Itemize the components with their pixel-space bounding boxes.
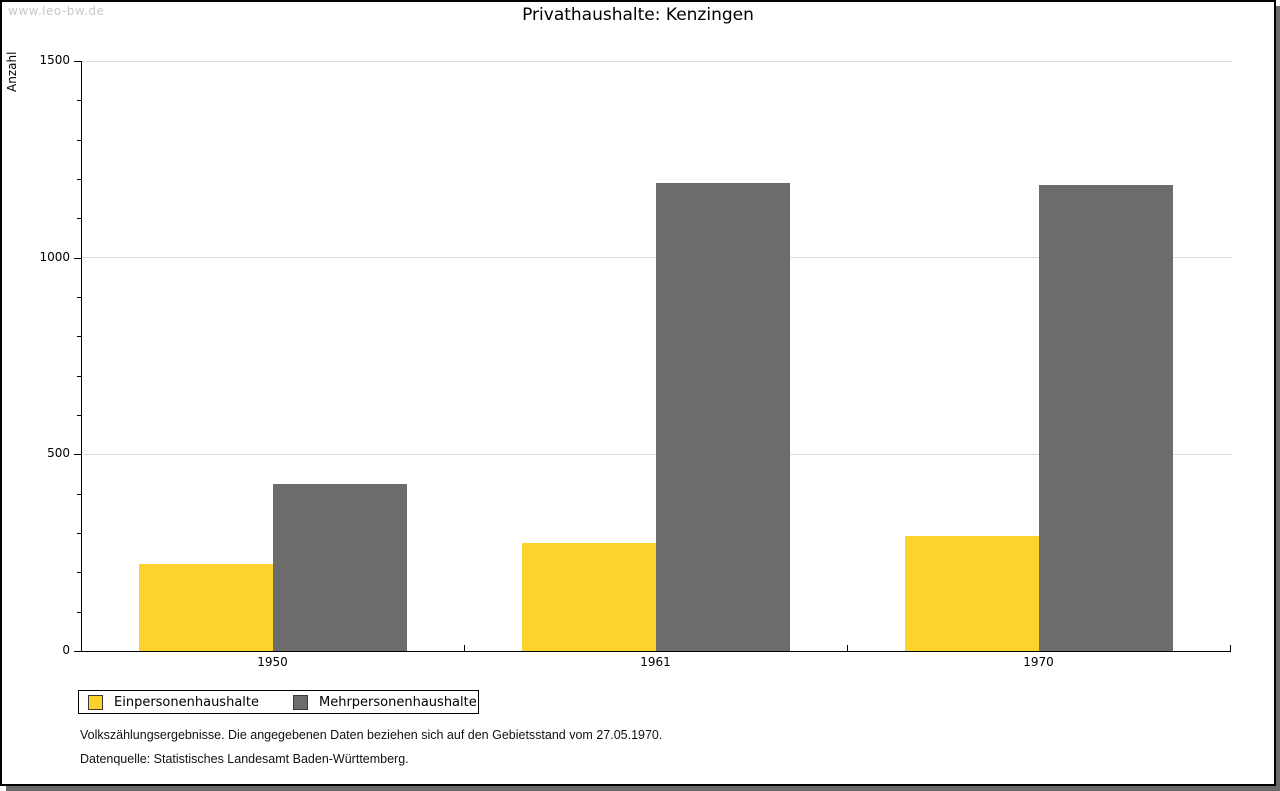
y-major-tick-500 — [74, 454, 81, 456]
watermark: www.leo-bw.de — [8, 4, 105, 18]
y-minor-tick-100 — [77, 611, 81, 613]
y-minor-tick-1300 — [77, 139, 81, 141]
bar-mehrpersonenhaushalte-1950 — [272, 484, 407, 651]
y-minor-tick-900 — [77, 297, 81, 298]
bar-einpersonenhaushalte-1950 — [138, 564, 273, 651]
y-minor-tick-1200 — [77, 179, 81, 180]
legend-item-einpersonenhaushalte: Einpersonenhaushalte — [88, 694, 259, 710]
y-minor-tick-1100 — [77, 218, 81, 220]
gridline-1500 — [81, 60, 1232, 62]
y-minor-tick-700 — [77, 375, 81, 377]
legend-label-mehrpersonenhaushalte: Mehrpersonenhaushalte — [319, 694, 477, 710]
x-tick-label-1950: 1950 — [257, 655, 288, 669]
x-tick-3 — [1230, 645, 1231, 651]
y-minor-tick-1400 — [77, 100, 81, 102]
legend-label-einpersonenhaushalte: Einpersonenhaushalte — [114, 694, 259, 710]
legend: Einpersonenhaushalte Mehrpersonenhaushal… — [78, 690, 479, 714]
bar-mehrpersonenhaushalte-1961 — [655, 183, 790, 651]
bar-einpersonenhaushalte-1970 — [904, 536, 1039, 651]
y-major-tick-1000 — [74, 257, 81, 259]
legend-swatch-einpersonenhaushalte-icon — [88, 694, 103, 710]
bar-mehrpersonenhaushalte-1970 — [1038, 185, 1173, 651]
x-axis-line — [81, 651, 1231, 652]
footnote-data-source: Datenquelle: Statistisches Landesamt Bad… — [80, 752, 409, 766]
y-tick-label-500: 500 — [47, 446, 70, 461]
bar-einpersonenhaushalte-1961 — [521, 543, 656, 651]
x-tick-1 — [464, 645, 465, 651]
x-tick-2 — [847, 645, 848, 651]
y-major-tick-1500 — [74, 61, 81, 62]
y-minor-tick-800 — [77, 336, 81, 338]
y-axis-line — [81, 61, 82, 652]
legend-item-mehrpersonenhaushalte: Mehrpersonenhaushalte — [293, 694, 477, 710]
y-minor-tick-400 — [77, 493, 81, 495]
y-minor-tick-300 — [77, 533, 81, 534]
card-shadow-bottom — [6, 786, 1280, 791]
card-shadow-right — [1276, 6, 1280, 786]
y-tick-label-1500: 1500 — [39, 53, 70, 67]
legend-swatch-mehrpersonenhaushalte-icon — [293, 694, 308, 710]
footnote-source-note: Volkszählungsergebnisse. Die angegebenen… — [80, 728, 663, 742]
chart-title: Privathaushalte: Kenzingen — [522, 5, 754, 25]
y-minor-tick-200 — [77, 572, 81, 574]
y-tick-label-1000: 1000 — [39, 249, 70, 264]
y-minor-tick-600 — [77, 415, 81, 416]
y-tick-label-0: 0 — [62, 643, 70, 657]
x-tick-label-1970: 1970 — [1023, 655, 1054, 669]
x-tick-label-1961: 1961 — [640, 655, 671, 669]
y-major-tick-0 — [74, 651, 81, 652]
